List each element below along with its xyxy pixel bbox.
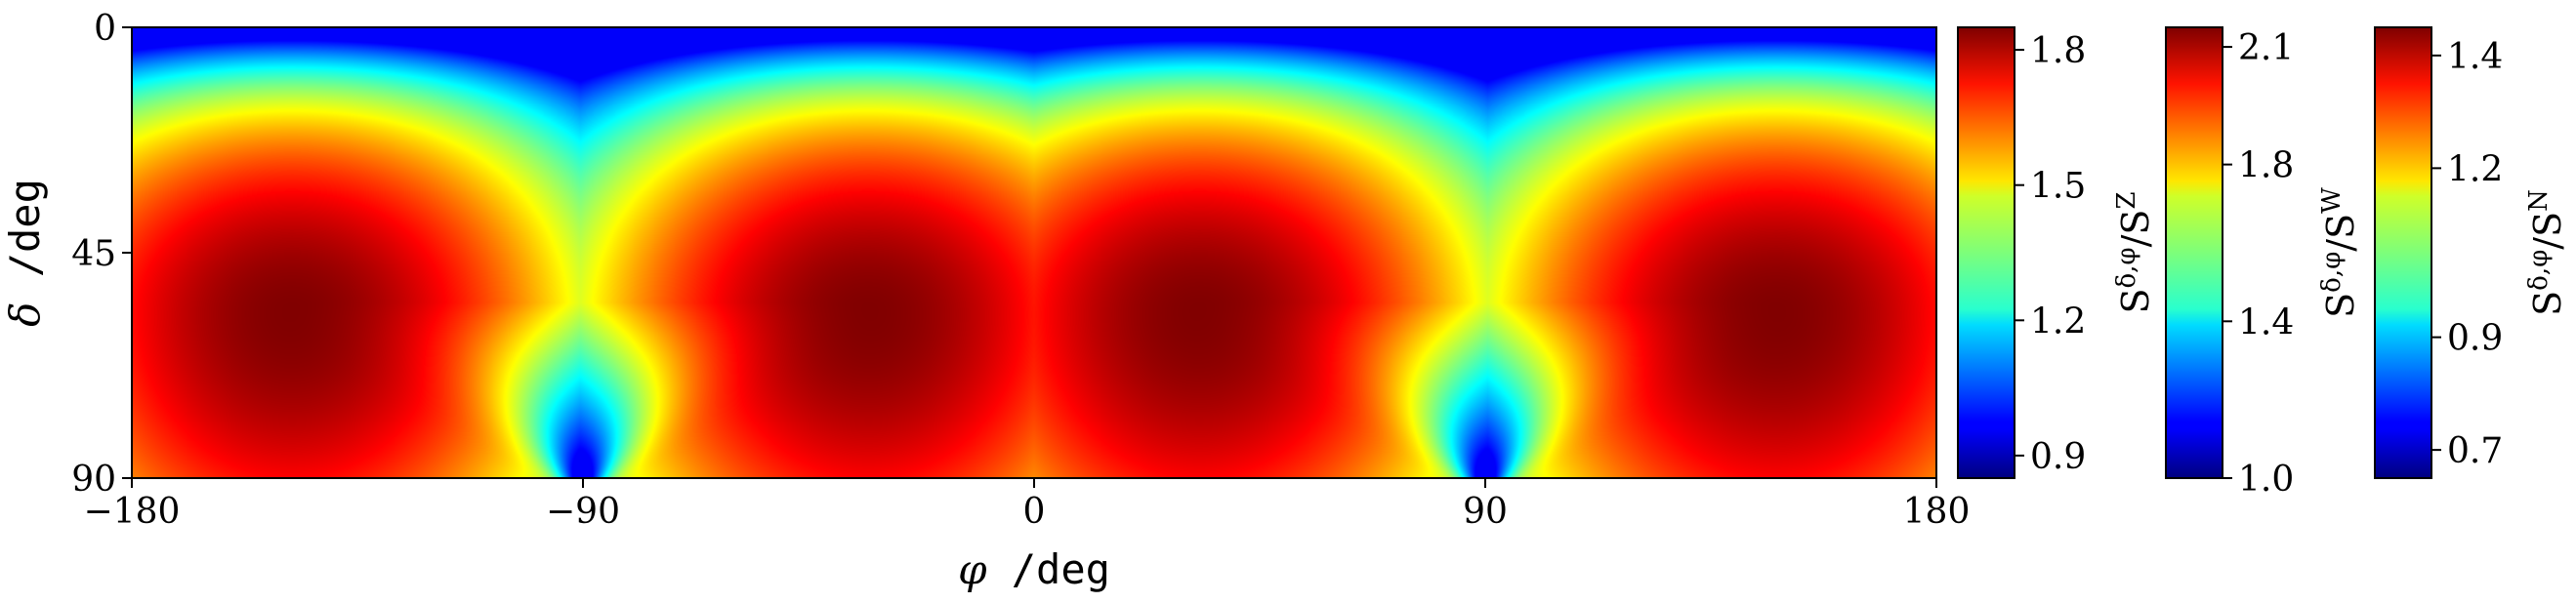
colorbar-w-label-numer: S (2319, 293, 2362, 318)
colorbar-tick-label: 1.5 (2030, 167, 2086, 207)
colorbar-n-label-slash: /S (2526, 212, 2569, 250)
colorbar-w-label-sup: δ,φ (2317, 252, 2347, 293)
colorbar-n-label-numer: S (2526, 291, 2569, 316)
colorbar-z-label-sup: δ,φ (2112, 247, 2141, 288)
colorbar-tick-label: 1.8 (2238, 146, 2294, 186)
colorbar-tick-label: 1.0 (2238, 460, 2294, 500)
colorbar-n-label: Sδ,φ/SN (2524, 189, 2569, 316)
x-tick-label: 180 (1903, 492, 1971, 532)
colorbar-z-label-numer: S (2114, 289, 2157, 314)
colorbar-z-label-sup2: Z (2112, 191, 2141, 209)
colorbar-tick-label: 1.4 (2238, 302, 2294, 342)
colorbar-n-ticks: 0.7 0.9 1.2 1.4 (2431, 37, 2503, 471)
colorbar-z-ticks: 0.9 1.2 1.5 1.8 (2015, 31, 2086, 477)
colorbar-tick-label: 0.7 (2447, 431, 2503, 471)
x-tick-label: −90 (546, 492, 620, 532)
heatmap-plot: −180 −90 0 90 180 0 45 90 φ /deg δ /deg (1, 9, 1970, 593)
colorbar-n-label-sup: δ,φ (2524, 250, 2554, 291)
x-axis-label: φ /deg (958, 545, 1110, 593)
colorbar-w-label: Sδ,φ/SW (2317, 187, 2362, 318)
colorbar-tick-label: 2.1 (2238, 28, 2294, 68)
colorbar-tick-label: 0.9 (2447, 319, 2503, 359)
colorbar-tick-label: 1.4 (2447, 37, 2503, 77)
colorbar-z-label-slash: /S (2114, 210, 2157, 248)
y-tick-label: 0 (94, 9, 116, 49)
heatmap-field (132, 27, 1936, 478)
y-axis-label: δ /deg (1, 179, 49, 327)
colorbar-z-label: Sδ,φ/SZ (2112, 191, 2157, 313)
x-axis-label-unit: /deg (986, 545, 1109, 593)
y-tick-label: 90 (71, 460, 116, 500)
colorbar-w-label-slash: /S (2319, 214, 2362, 252)
colorbar-n: 0.7 0.9 1.2 1.4 Sδ,φ/SN (2374, 26, 2569, 479)
colorbar-tick-label: 0.9 (2030, 437, 2086, 477)
colorbar-tick-label: 1.2 (2030, 302, 2086, 342)
y-axis-ticks: 0 45 90 (71, 9, 132, 500)
x-tick-label: 0 (1023, 492, 1046, 532)
colorbar-tick-label: 1.2 (2447, 149, 2503, 189)
colorbar-w: 1.0 1.4 1.8 2.1 Sδ,φ/SW (2165, 26, 2362, 500)
x-tick-label: −180 (84, 492, 181, 532)
y-tick-label: 45 (71, 234, 116, 274)
y-axis-label-unit: /deg (1, 179, 49, 302)
colorbar-n-gradient (2374, 26, 2432, 479)
x-axis-label-symbol: φ (958, 545, 987, 593)
x-axis-ticks: −180 −90 0 90 180 (84, 478, 1971, 532)
colorbar-z-gradient (1957, 26, 2015, 479)
colorbar-z: 0.9 1.2 1.5 1.8 Sδ,φ/SZ (1957, 26, 2157, 479)
x-tick-label: 90 (1463, 492, 1508, 532)
colorbar-n-label-sup2: N (2524, 189, 2554, 212)
colorbar-w-label-sup2: W (2317, 187, 2347, 214)
colorbar-w-ticks: 1.0 1.4 1.8 2.1 (2223, 28, 2294, 500)
y-axis-label-symbol: δ (1, 302, 49, 327)
colorbar-tick-label: 1.8 (2030, 31, 2086, 71)
colorbar-w-gradient (2165, 26, 2223, 479)
